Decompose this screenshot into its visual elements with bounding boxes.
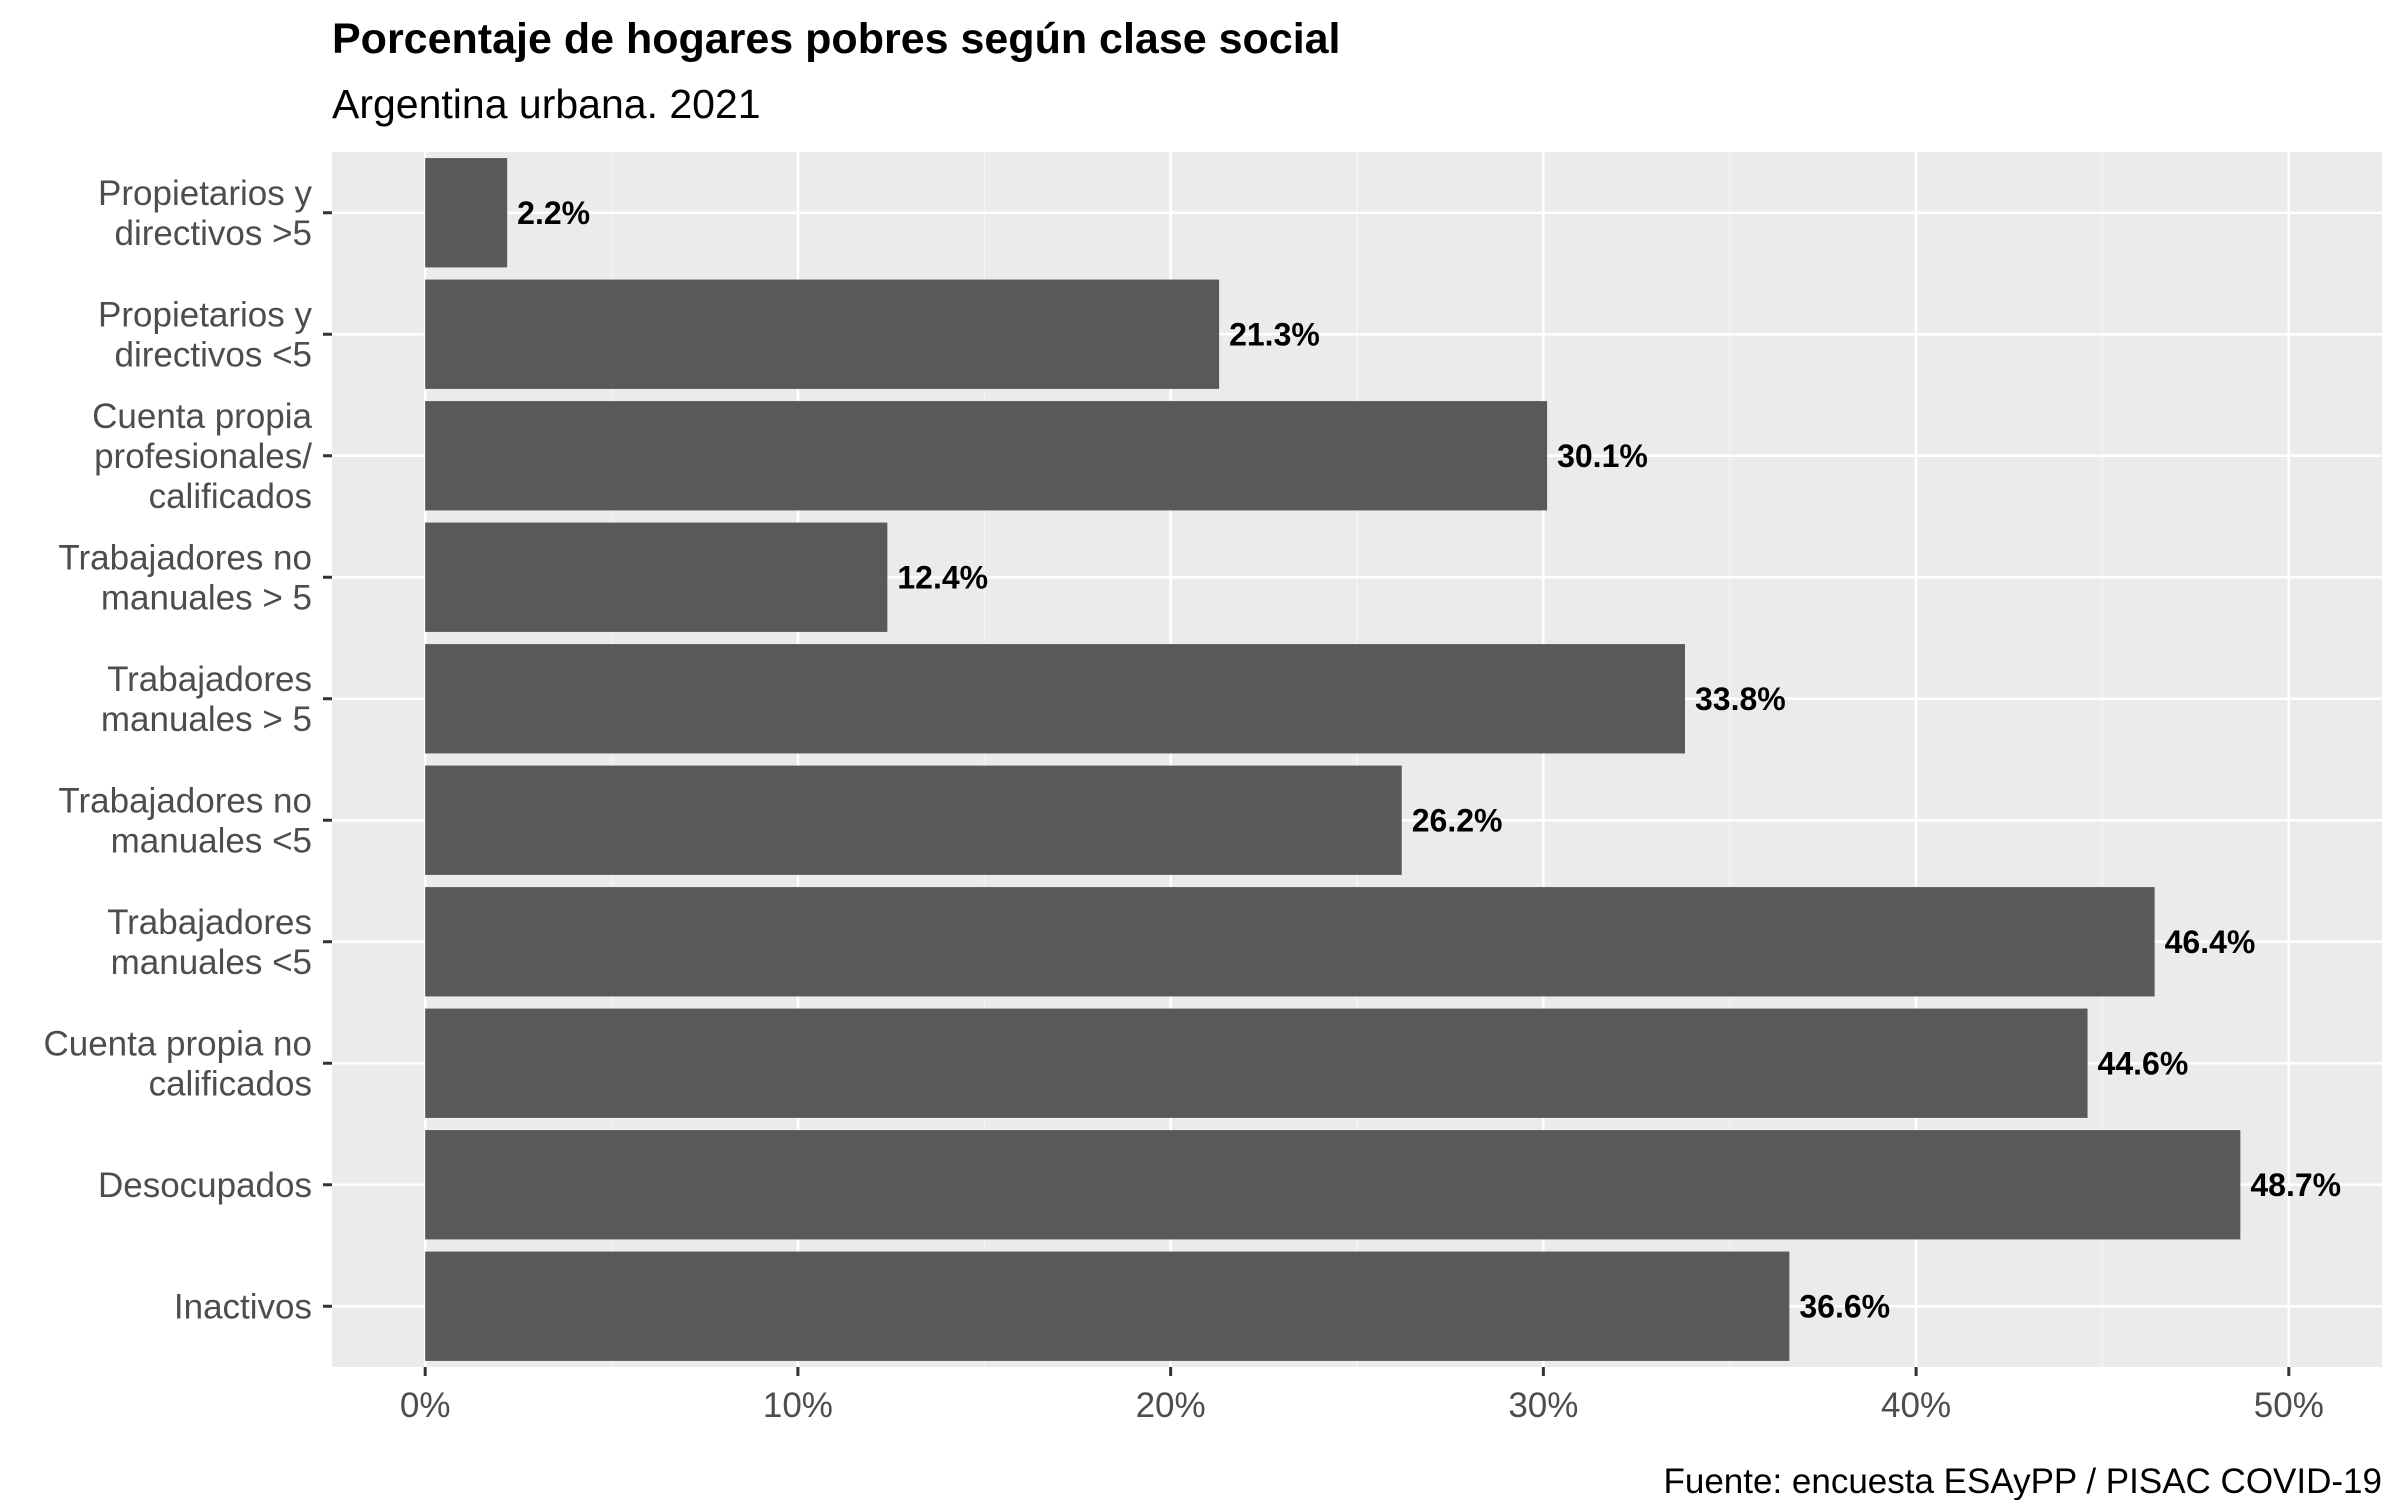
bar	[425, 887, 2155, 997]
chart-subtitle: Argentina urbana. 2021	[332, 81, 761, 127]
data-label: 33.8%	[1695, 681, 1786, 717]
bar	[425, 401, 1548, 511]
data-labels: 2.2% 21.3% 30.1% 12.4% 33.8% 26.2% 46.4% 44.6% 4…	[517, 195, 2341, 1325]
bar	[425, 765, 1402, 875]
bar	[425, 279, 1220, 389]
bars	[425, 158, 2241, 1361]
data-label: 48.7%	[2250, 1167, 2341, 1203]
x-axis: 0% 10% 20% 30% 40% 50%	[400, 1367, 2324, 1425]
bar	[425, 644, 1685, 754]
x-tick-label: 20%	[1136, 1386, 1206, 1425]
y-tick-label: Desocupados	[98, 1165, 312, 1204]
x-tick-label: 0%	[400, 1386, 451, 1425]
y-tick-label: Propietarios y directivos <5	[98, 295, 312, 374]
bar	[425, 522, 888, 632]
x-tick-label: 50%	[2254, 1386, 2324, 1425]
data-label: 36.6%	[1799, 1288, 1890, 1324]
y-tick-label: Cuenta propia profesionales/calificados	[92, 396, 312, 515]
y-tick-label: Inactivos	[174, 1287, 312, 1326]
chart-title: Porcentaje de hogares pobres según clase…	[332, 15, 1341, 63]
data-label: 12.4%	[897, 559, 988, 595]
data-label: 26.2%	[1412, 802, 1503, 838]
bar	[425, 1251, 1790, 1361]
chart-caption: Fuente: encuesta ESAyPP / PISAC COVID-19	[1663, 1462, 2382, 1500]
bar	[425, 158, 508, 268]
x-tick-label: 10%	[763, 1386, 833, 1425]
y-tick-label: Cuenta propia no calificados	[43, 1024, 312, 1103]
data-label: 2.2%	[517, 195, 590, 231]
bar	[425, 1008, 2088, 1118]
y-tick-label: Trabajadores no manuales <5	[58, 781, 312, 860]
y-tick-label: Trabajadores manuales <5	[107, 902, 312, 981]
y-tick-label: Propietarios y directivos >5	[98, 173, 312, 252]
data-label: 21.3%	[1229, 316, 1320, 352]
data-label: 44.6%	[2098, 1045, 2189, 1081]
y-axis: Propietarios y directivos >5 Propietarios …	[43, 173, 332, 1326]
data-label: 30.1%	[1557, 438, 1648, 474]
bar	[425, 1130, 2241, 1240]
x-tick-label: 40%	[1881, 1386, 1951, 1425]
y-tick-label: Trabajadores manuales > 5	[101, 659, 312, 738]
x-tick-label: 30%	[1508, 1386, 1578, 1425]
y-tick-label: Trabajadores no manuales > 5	[58, 538, 312, 617]
data-label: 46.4%	[2165, 924, 2256, 960]
